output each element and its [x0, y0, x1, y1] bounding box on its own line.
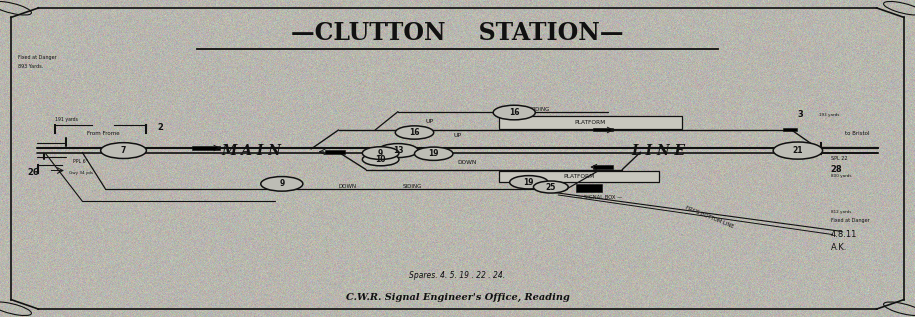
Bar [499, 116, 682, 129]
Text: 19: 19 [523, 178, 534, 187]
Text: 3: 3 [798, 110, 803, 119]
Bar [593, 165, 613, 169]
Text: SPL 22: SPL 22 [831, 156, 847, 161]
Text: 19: 19 [428, 149, 439, 158]
Text: 21: 21 [792, 146, 803, 155]
Text: UP: UP [426, 119, 434, 124]
Text: — SIGNAL BOX —: — SIGNAL BOX — [576, 195, 622, 200]
Text: 25: 25 [545, 183, 556, 191]
Text: 26: 26 [27, 168, 39, 177]
Text: DOWN: DOWN [457, 160, 477, 165]
Text: FRY'S BOTTOM LINE: FRY'S BOTTOM LINE [684, 205, 734, 229]
Bar [783, 146, 800, 150]
Text: L I N E: L I N E [631, 144, 686, 158]
Text: SIDING: SIDING [531, 107, 550, 112]
Text: 10: 10 [375, 155, 386, 164]
Bar [783, 128, 797, 131]
Bar [192, 146, 220, 150]
Circle shape [533, 181, 568, 193]
Text: 28: 28 [831, 165, 843, 174]
Circle shape [773, 142, 823, 159]
Text: 812 yards: 812 yards [831, 210, 851, 214]
Text: UP: UP [454, 133, 461, 138]
Text: Spares. 4. 5. 19 . 22 . 24.: Spares. 4. 5. 19 . 22 . 24. [409, 271, 506, 280]
Text: PLATFORM: PLATFORM [563, 174, 595, 178]
Text: Fixed at Danger: Fixed at Danger [831, 218, 869, 223]
Circle shape [362, 147, 399, 159]
Text: PPL 6°: PPL 6° [73, 159, 88, 164]
Circle shape [378, 144, 418, 158]
Circle shape [493, 105, 535, 120]
Bar [499, 171, 659, 182]
Text: —CLUTTON    STATION—: —CLUTTON STATION— [291, 21, 624, 45]
Circle shape [414, 147, 453, 160]
Text: Fixed at Danger: Fixed at Danger [18, 55, 57, 60]
Text: M A I N: M A I N [221, 144, 282, 158]
Text: 4.8.11: 4.8.11 [831, 230, 857, 239]
Text: 193 yards: 193 yards [819, 113, 839, 117]
Circle shape [395, 126, 434, 139]
Circle shape [261, 177, 303, 191]
Circle shape [510, 176, 548, 189]
Text: SIDING: SIDING [403, 184, 422, 189]
Text: 7: 7 [121, 146, 126, 155]
Text: 9: 9 [378, 149, 383, 158]
Bar [593, 128, 613, 131]
Text: From Frome: From Frome [87, 131, 120, 136]
Circle shape [101, 143, 146, 158]
Text: A.K.: A.K. [831, 243, 847, 252]
Text: PLATFORM: PLATFORM [575, 120, 606, 125]
Bar [325, 150, 345, 154]
Text: 191 yards: 191 yards [55, 117, 78, 122]
Text: DOWN: DOWN [339, 184, 357, 189]
Text: 16: 16 [409, 128, 420, 137]
Text: to Bristol: to Bristol [845, 131, 870, 136]
Text: 800 yards: 800 yards [831, 174, 851, 178]
Text: 9: 9 [279, 179, 285, 188]
Text: 13: 13 [393, 146, 404, 155]
Text: 2: 2 [157, 123, 163, 132]
Text: Gwy 34 yds: Gwy 34 yds [69, 171, 92, 175]
Text: 16: 16 [509, 108, 520, 117]
Text: C.W.R. Signal Engineer's Office, Reading: C.W.R. Signal Engineer's Office, Reading [346, 294, 569, 302]
Text: 893 Yards.: 893 Yards. [18, 64, 44, 69]
Circle shape [362, 153, 399, 166]
Bar [576, 184, 602, 192]
